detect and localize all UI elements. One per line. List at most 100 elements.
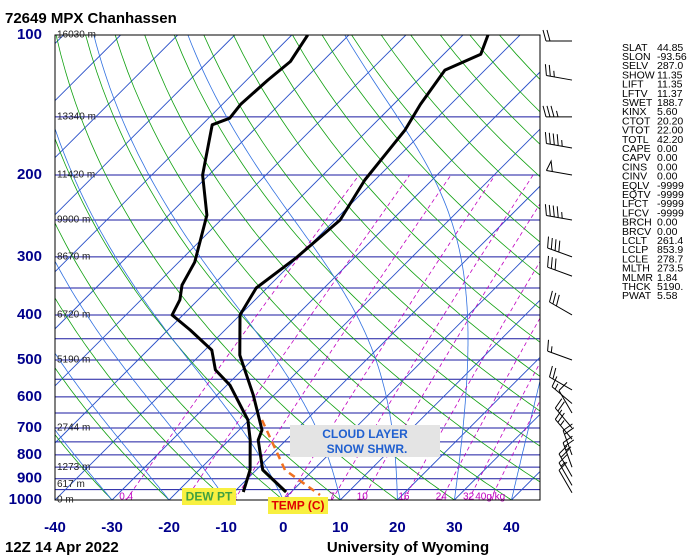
height-label: 11420 m xyxy=(57,170,95,181)
dry-adiabat xyxy=(55,35,398,500)
mixing-ratio-label: 40g/kg xyxy=(475,492,505,503)
index-name: PWAT xyxy=(622,290,652,302)
isotherm xyxy=(168,128,540,500)
parcel-path xyxy=(260,419,321,497)
height-label: 16030 m xyxy=(57,30,96,41)
index-value: 22.00 xyxy=(657,125,683,137)
index-value: 0.00 xyxy=(657,226,678,238)
mixing-ratio-line xyxy=(286,174,496,500)
y-tick-label: 600 xyxy=(17,388,42,405)
index-name: LCLP xyxy=(622,244,648,256)
index-name: SELV xyxy=(622,60,648,72)
index-name: VTOT xyxy=(622,125,650,137)
index-name: TOTL xyxy=(622,134,649,146)
index-value: 44.85 xyxy=(657,42,683,54)
wind-barb xyxy=(558,461,573,494)
profiles xyxy=(170,35,490,494)
index-name: THCK xyxy=(622,281,651,293)
height-label: 1273 m xyxy=(57,462,90,473)
index-value: 11.37 xyxy=(657,88,683,100)
index-name: LFCV xyxy=(622,207,649,219)
mixing-ratio-line xyxy=(125,174,360,500)
index-value: 5190. xyxy=(657,281,683,293)
source-label: University of Wyoming xyxy=(327,539,489,556)
wind-barb xyxy=(549,365,573,391)
overlay: 0.412471016243240g/kg1002003004005006007… xyxy=(9,26,687,536)
height-label: 2744 m xyxy=(57,423,90,434)
moist-adiabat xyxy=(55,352,170,500)
profile-line xyxy=(170,35,309,493)
x-tick-label: -40 xyxy=(44,519,66,536)
y-tick-label: 800 xyxy=(17,446,42,463)
isotherm xyxy=(683,35,700,500)
dry-adiabat xyxy=(203,35,540,412)
y-tick-label: 300 xyxy=(17,248,42,265)
index-name: EQTV xyxy=(622,189,651,201)
index-value: 0.00 xyxy=(657,217,678,229)
mixing-ratio-label: 0.4 xyxy=(119,492,133,503)
index-name: LFCT xyxy=(622,198,649,210)
index-value: 273.5 xyxy=(657,263,683,275)
index-name: KINX xyxy=(622,106,647,118)
wind-barb xyxy=(547,236,573,258)
wind-barb xyxy=(542,105,573,118)
isotherm xyxy=(55,35,178,159)
index-value: 0.00 xyxy=(657,171,678,183)
index-value: 5.58 xyxy=(657,290,678,302)
moist-adiabat xyxy=(55,260,227,500)
height-label: 8670 m xyxy=(57,252,90,263)
x-tick-label: -20 xyxy=(158,519,180,536)
x-tick-label: -30 xyxy=(101,519,123,536)
wind-barb xyxy=(562,423,575,456)
wind-barb xyxy=(562,435,575,468)
index-name: LFTV xyxy=(622,88,648,100)
isotherm xyxy=(55,35,464,444)
index-value: -9999 xyxy=(657,180,684,192)
mixing-ratio-label: 32 xyxy=(463,492,475,503)
isotherm xyxy=(55,35,236,216)
index-name: SLAT xyxy=(622,42,648,54)
wind-barb xyxy=(547,339,573,361)
mixing-ratio-line xyxy=(361,203,540,500)
mixing-ratio-label: 24 xyxy=(436,492,448,503)
height-label: 13340 m xyxy=(57,112,96,123)
isotherm xyxy=(55,35,293,273)
wind-barb xyxy=(545,159,573,176)
legend-box xyxy=(268,497,328,514)
height-label: 9900 m xyxy=(57,215,90,226)
wind-barb xyxy=(544,132,573,149)
wind-barb xyxy=(547,255,573,277)
wind-barb xyxy=(554,409,573,440)
mixing-ratio-line xyxy=(331,174,534,500)
wind-barb xyxy=(544,204,573,221)
x-tick-label: 10 xyxy=(332,519,349,536)
dry-adiabat xyxy=(55,137,341,500)
index-value: 42.20 xyxy=(657,134,683,146)
y-tick-label: 400 xyxy=(17,306,42,323)
mixing-ratio-line xyxy=(468,362,540,500)
isotherm xyxy=(55,35,521,500)
index-name: MLTH xyxy=(622,263,650,275)
index-name: CINV xyxy=(622,171,647,183)
moist-adiabat xyxy=(187,35,398,500)
index-value: 287.0 xyxy=(657,60,683,72)
isotherm xyxy=(55,35,350,330)
index-name: SHOW xyxy=(622,69,655,81)
x-tick-label: 30 xyxy=(446,519,463,536)
index-value: 0.00 xyxy=(657,161,678,173)
height-label: 617 m xyxy=(57,479,85,490)
index-name: CAPV xyxy=(622,152,651,164)
wind-barb xyxy=(549,290,573,316)
dry-adiabat xyxy=(233,35,540,377)
index-value: 5.60 xyxy=(657,106,678,118)
mixing-ratio-line xyxy=(440,317,540,500)
y-tick-label: 100 xyxy=(17,26,42,43)
y-tick-label: 1000 xyxy=(9,491,42,508)
index-name: CAPE xyxy=(622,143,651,155)
wind-barb xyxy=(558,454,573,486)
index-name: BRCV xyxy=(622,226,651,238)
isotherm xyxy=(282,242,540,500)
isotherm xyxy=(55,35,407,387)
moist-adiabat xyxy=(55,127,284,500)
wind-barb xyxy=(551,376,573,404)
